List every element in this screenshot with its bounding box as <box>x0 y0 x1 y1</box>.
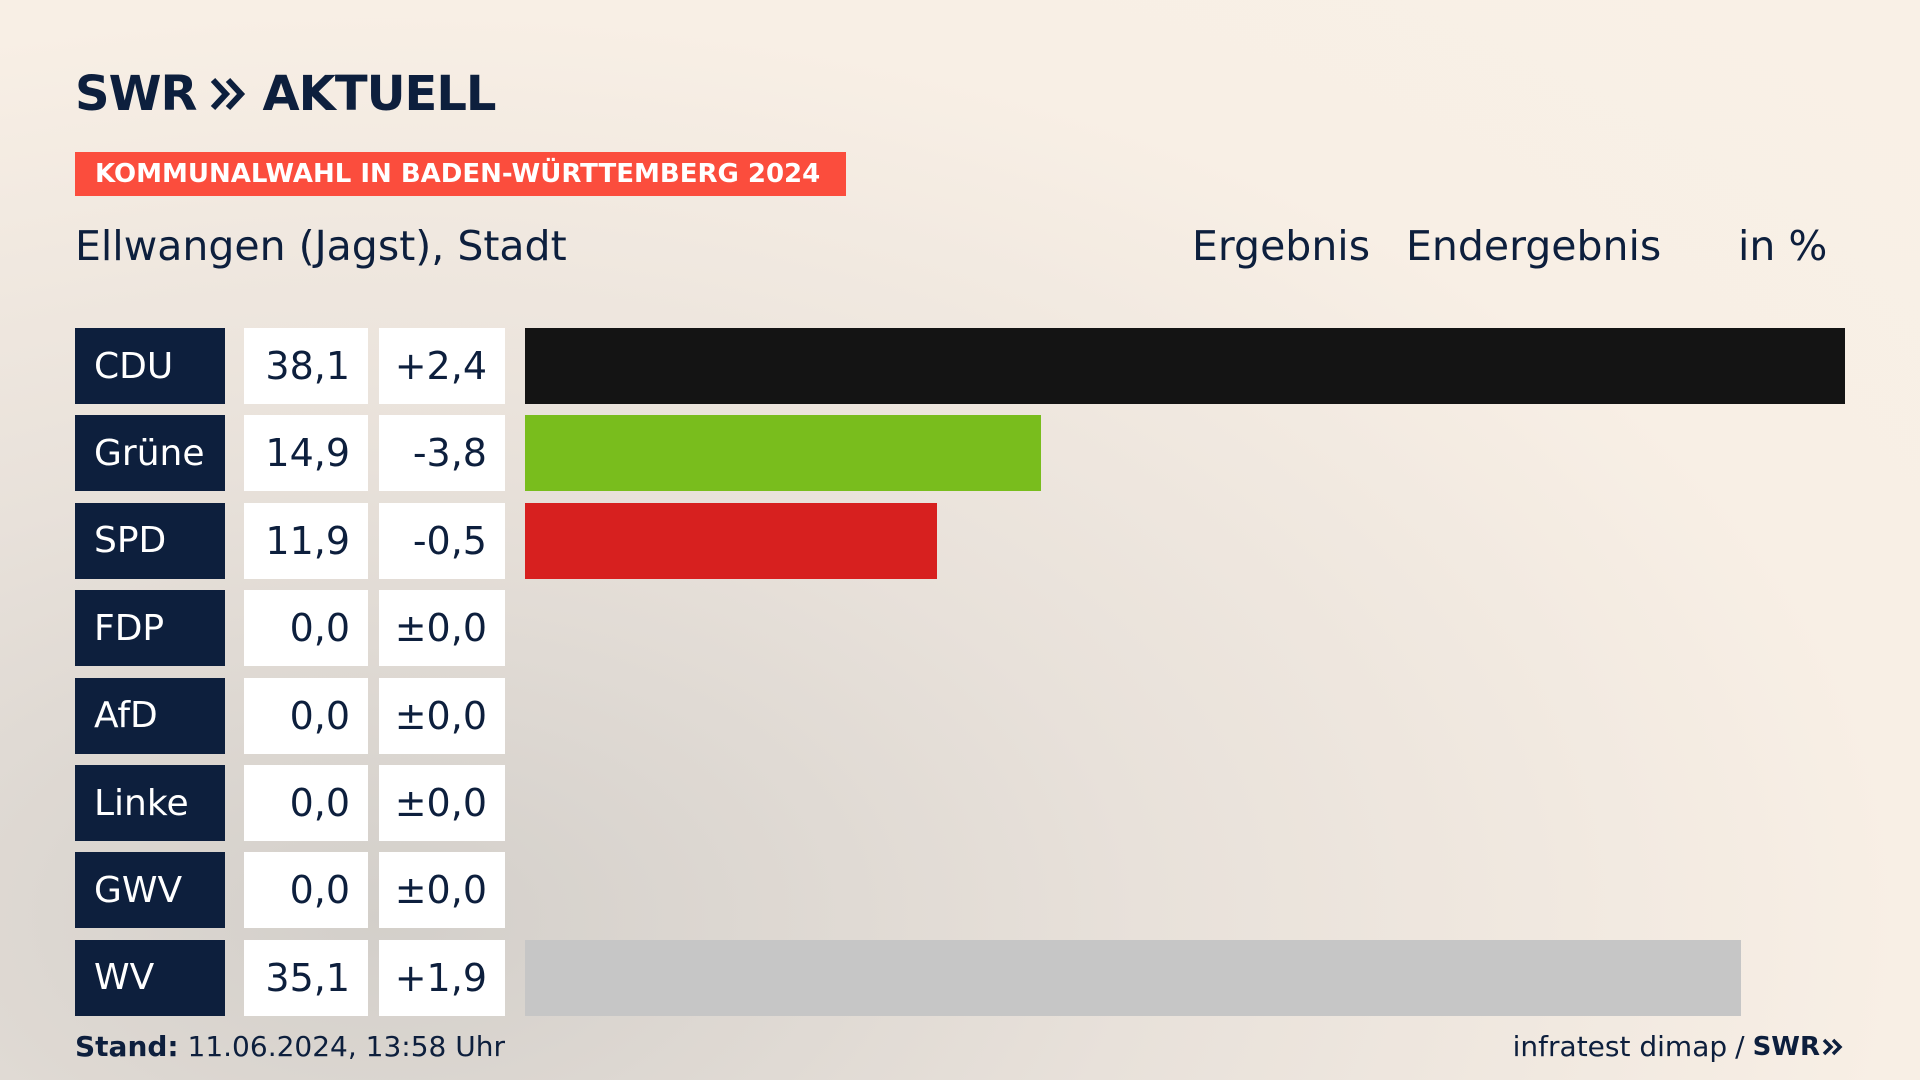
unit-header: in % <box>1738 222 1828 270</box>
timestamp-label: Stand: <box>75 1030 179 1063</box>
party-label: GWV <box>75 852 225 929</box>
change-value: ±0,0 <box>379 590 505 667</box>
source-credit: infratest dimap / SWR <box>1513 1030 1844 1063</box>
result-value: 0,0 <box>244 765 368 841</box>
result-bar <box>525 939 1741 1016</box>
party-label: SPD <box>75 502 225 579</box>
timestamp: Stand: 11.06.2024, 13:58 Uhr <box>75 1030 505 1063</box>
source-name: infratest dimap <box>1512 1030 1728 1063</box>
table-row: SPD 11,9 -0,5 <box>0 502 1920 579</box>
change-value: ±0,0 <box>379 852 505 929</box>
election-banner: KOMMUNALWAHL IN BADEN-WÜRTTEMBERG 2024 <box>75 152 846 196</box>
table-row: AfD 0,0 ±0,0 <box>0 677 1920 754</box>
change-value: ±0,0 <box>379 677 505 754</box>
swr-mini-wordmark: SWR <box>1752 1031 1820 1062</box>
swr-mini-logo: SWR <box>1753 1032 1844 1062</box>
change-value: +2,4 <box>379 328 505 404</box>
result-value: 14,9 <box>244 415 368 492</box>
result-bar <box>525 502 937 579</box>
result-value: 11,9 <box>244 502 368 579</box>
party-label: AfD <box>75 677 225 754</box>
party-label: Grüne <box>75 415 225 492</box>
party-label: FDP <box>75 590 225 667</box>
table-row: GWV 0,0 ±0,0 <box>0 852 1920 929</box>
table-row: Linke 0,0 ±0,0 <box>0 765 1920 841</box>
result-bar <box>525 328 1845 404</box>
table-row: CDU 38,1 +2,4 <box>0 328 1920 404</box>
timestamp-value: 11.06.2024, 13:58 Uhr <box>187 1030 505 1063</box>
table-row: WV 35,1 +1,9 <box>0 939 1920 1016</box>
table-row: FDP 0,0 ±0,0 <box>0 590 1920 667</box>
result-value: 0,0 <box>244 852 368 929</box>
change-value: -0,5 <box>379 502 505 579</box>
party-label: CDU <box>75 328 225 404</box>
result-value: 38,1 <box>244 328 368 404</box>
table-row: Grüne 14,9 -3,8 <box>0 415 1920 492</box>
aktuell-wordmark: AKTUELL <box>262 66 496 122</box>
change-value: ±0,0 <box>379 765 505 841</box>
result-header: Ergebnis <box>1192 222 1371 270</box>
double-chevron-icon <box>210 76 248 112</box>
change-value: +1,9 <box>379 939 505 1016</box>
change-value: -3,8 <box>379 415 505 492</box>
place-title: Ellwangen (Jagst), Stadt <box>75 222 567 270</box>
final-result-header: Endergebnis <box>1406 222 1662 270</box>
party-label: Linke <box>75 765 225 841</box>
swr-wordmark: SWR <box>75 66 197 122</box>
result-bar <box>525 415 1041 492</box>
result-value: 0,0 <box>244 677 368 754</box>
result-value: 35,1 <box>244 939 368 1016</box>
result-value: 0,0 <box>244 590 368 667</box>
source-separator: / <box>1735 1030 1745 1063</box>
party-label: WV <box>75 939 225 1016</box>
double-chevron-icon <box>1822 1038 1843 1055</box>
swr-aktuell-logo: SWR AKTUELL <box>75 66 497 122</box>
